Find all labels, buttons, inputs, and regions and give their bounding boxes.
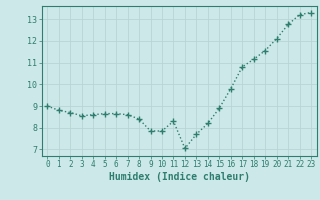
X-axis label: Humidex (Indice chaleur): Humidex (Indice chaleur) bbox=[109, 172, 250, 182]
